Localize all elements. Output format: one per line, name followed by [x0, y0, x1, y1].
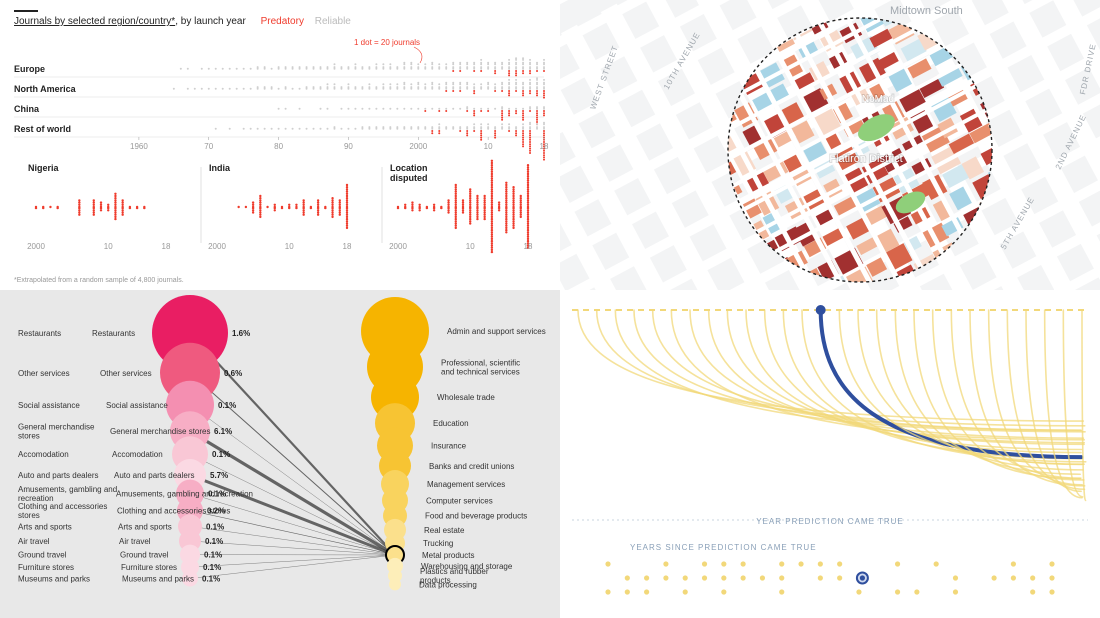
- svg-text:2000: 2000: [208, 242, 226, 251]
- svg-text:stores: stores: [18, 511, 40, 520]
- svg-text:NoMad: NoMad: [862, 94, 894, 105]
- svg-text:80: 80: [274, 142, 283, 151]
- svg-text:Amusements, gambling and recre: Amusements, gambling and recreation: [116, 490, 253, 499]
- legend: Predatory Reliable: [261, 16, 351, 27]
- svg-text:Social assistance: Social assistance: [106, 401, 168, 410]
- svg-text:Other services: Other services: [18, 369, 70, 378]
- svg-text:18: 18: [343, 242, 352, 251]
- svg-text:Arts and sports: Arts and sports: [118, 522, 172, 531]
- legend-reliable: Reliable: [315, 16, 351, 27]
- legend-predatory: Predatory: [261, 16, 304, 27]
- svg-text:Flatiron District: Flatiron District: [829, 153, 902, 165]
- svg-text:18: 18: [524, 242, 533, 251]
- svg-text:0.1%: 0.1%: [212, 450, 230, 459]
- svg-text:Management services: Management services: [427, 480, 505, 489]
- svg-text:Professional, scientific: Professional, scientific: [441, 358, 520, 367]
- svg-text:India: India: [209, 163, 231, 173]
- svg-text:YEARS SINCE PREDICTION CAME TR: YEARS SINCE PREDICTION CAME TRUE: [630, 543, 817, 552]
- svg-text:YEAR PREDICTION CAME TRUE: YEAR PREDICTION CAME TRUE: [756, 517, 904, 526]
- svg-text:2000: 2000: [409, 142, 427, 151]
- curves-svg: YEAR PREDICTION CAME TRUE YEARS SINCE PRE…: [560, 290, 1100, 618]
- svg-text:10: 10: [104, 242, 113, 251]
- svg-text:Nigeria: Nigeria: [28, 163, 60, 173]
- svg-text:Location: Location: [390, 163, 428, 173]
- bubble-link-panel: Restaurants 1.6% Other services 0.6% Social …: [0, 290, 560, 618]
- svg-text:Other services: Other services: [100, 369, 152, 378]
- svg-text:Trucking: Trucking: [423, 539, 453, 548]
- svg-text:Amusements, gambling and: Amusements, gambling and: [18, 485, 117, 494]
- svg-text:0.1%: 0.1%: [218, 401, 236, 410]
- svg-text:Banks and credit unions: Banks and credit unions: [429, 462, 514, 471]
- svg-text:China: China: [14, 104, 40, 114]
- map-panel: Midtown SouthWEST STREET10TH AVENUE5TH A…: [560, 0, 1100, 290]
- journals-dotstrip-panel: Journals by selected region/country*, by…: [0, 0, 560, 290]
- svg-text:Europe: Europe: [14, 64, 45, 74]
- svg-text:Furniture stores: Furniture stores: [18, 563, 74, 572]
- svg-text:5.7%: 5.7%: [210, 471, 228, 480]
- svg-text:Restaurants: Restaurants: [18, 329, 61, 338]
- svg-text:Computer services: Computer services: [426, 496, 493, 505]
- svg-text:Ground travel: Ground travel: [18, 551, 67, 560]
- svg-text:0.1%: 0.1%: [206, 522, 224, 531]
- svg-text:0.1%: 0.1%: [202, 575, 220, 584]
- svg-text:0.1%: 0.1%: [204, 551, 222, 560]
- svg-text:and technical services: and technical services: [441, 367, 520, 376]
- prediction-curves-panel: YEAR PREDICTION CAME TRUE YEARS SINCE PRE…: [560, 290, 1100, 618]
- svg-text:10: 10: [484, 142, 493, 151]
- svg-text:Wholesale trade: Wholesale trade: [437, 393, 495, 402]
- map-svg: Midtown SouthWEST STREET10TH AVENUE5TH A…: [560, 0, 1100, 290]
- svg-text:North America: North America: [14, 84, 77, 94]
- svg-text:70: 70: [204, 142, 213, 151]
- svg-text:Plastics and rubber: Plastics and rubber: [420, 567, 489, 576]
- svg-text:Arts and sports: Arts and sports: [18, 522, 72, 531]
- svg-text:1960: 1960: [130, 142, 148, 151]
- svg-text:18: 18: [540, 142, 549, 151]
- svg-text:10: 10: [285, 242, 294, 251]
- svg-text:Accomodation: Accomodation: [112, 450, 163, 459]
- svg-text:Data processing: Data processing: [419, 580, 477, 589]
- svg-text:1.6%: 1.6%: [232, 329, 250, 338]
- svg-text:90: 90: [344, 142, 353, 151]
- svg-text:1 dot = 20 journals: 1 dot = 20 journals: [354, 38, 420, 47]
- svg-text:Admin and support services: Admin and support services: [447, 327, 546, 336]
- svg-text:0.1%: 0.1%: [205, 537, 223, 546]
- svg-text:0.1%: 0.1%: [203, 563, 221, 572]
- svg-text:2000: 2000: [389, 242, 407, 251]
- svg-text:10: 10: [466, 242, 475, 251]
- svg-text:Museums and parks: Museums and parks: [122, 575, 194, 584]
- svg-text:6.1%: 6.1%: [214, 427, 232, 436]
- bubble-svg: Restaurants 1.6% Other services 0.6% Social …: [0, 290, 560, 618]
- footnote: *Extrapolated from a random sample of 4,…: [14, 277, 184, 284]
- svg-text:Accomodation: Accomodation: [18, 450, 69, 459]
- svg-text:Restaurants: Restaurants: [92, 329, 135, 338]
- svg-text:Clothing and accessories: Clothing and accessories: [18, 502, 107, 511]
- svg-text:0.6%: 0.6%: [224, 369, 242, 378]
- svg-text:Ground travel: Ground travel: [120, 551, 169, 560]
- svg-text:Metal products: Metal products: [422, 551, 474, 560]
- svg-text:Food and beverage products: Food and beverage products: [425, 512, 527, 521]
- svg-text:Social assistance: Social assistance: [18, 401, 80, 410]
- svg-text:General merchandise: General merchandise: [18, 423, 95, 432]
- svg-text:2000: 2000: [27, 242, 45, 251]
- svg-text:Museums and parks: Museums and parks: [18, 575, 90, 584]
- svg-text:18: 18: [162, 242, 171, 251]
- svg-text:disputed: disputed: [390, 173, 428, 183]
- svg-text:Furniture stores: Furniture stores: [121, 563, 177, 572]
- chart-title: Journals by selected region/country*, by…: [14, 16, 546, 27]
- title-rule: [14, 10, 38, 12]
- svg-text:Auto and parts dealers: Auto and parts dealers: [18, 471, 99, 480]
- svg-text:Air travel: Air travel: [119, 537, 151, 546]
- svg-text:Real estate: Real estate: [424, 526, 465, 535]
- svg-text:Rest of world: Rest of world: [14, 124, 71, 134]
- svg-text:General merchandise stores: General merchandise stores: [110, 427, 211, 436]
- svg-text:Education: Education: [433, 419, 469, 428]
- svg-text:0.2%: 0.2%: [207, 507, 225, 516]
- svg-text:Air travel: Air travel: [18, 537, 50, 546]
- svg-text:Auto and parts dealers: Auto and parts dealers: [114, 471, 195, 480]
- svg-text:0.1%: 0.1%: [208, 490, 226, 499]
- svg-text:Insurance: Insurance: [431, 442, 467, 451]
- journals-svg: 1 dot = 20 journals Europe North America Ch…: [14, 27, 559, 287]
- svg-text:Midtown South: Midtown South: [890, 5, 963, 17]
- svg-text:stores: stores: [18, 432, 40, 441]
